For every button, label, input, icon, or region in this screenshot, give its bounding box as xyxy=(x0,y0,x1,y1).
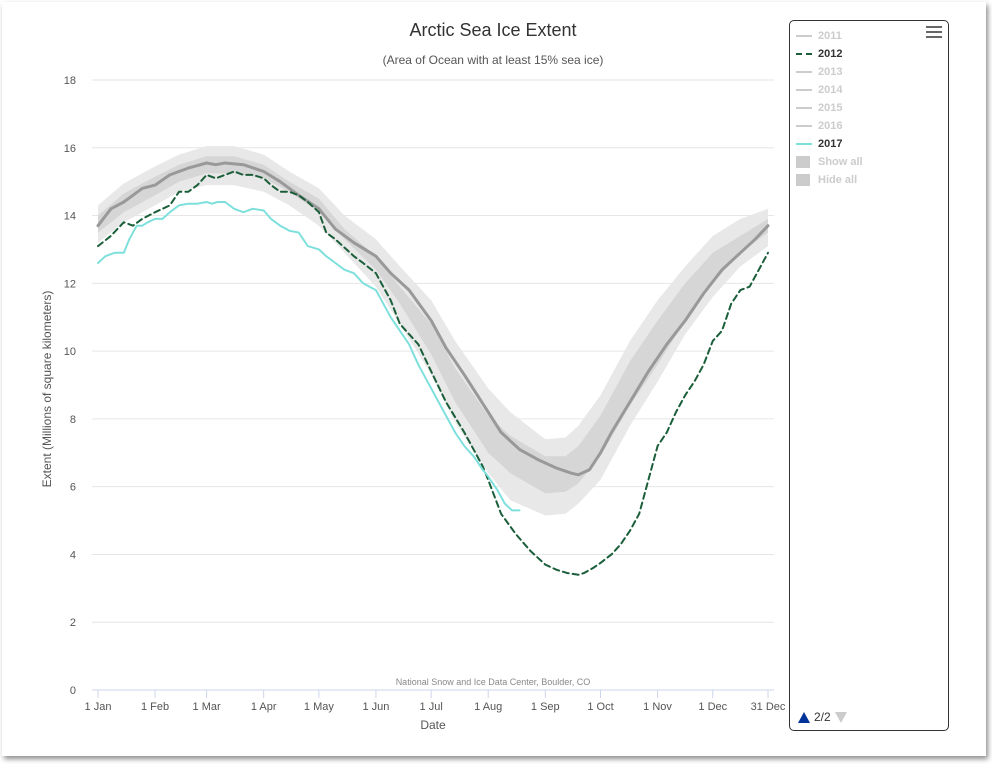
chart-subtitle: (Area of Ocean with at least 15% sea ice… xyxy=(383,53,604,67)
series-line-2017[interactable] xyxy=(97,201,521,512)
series-line-2012[interactable] xyxy=(97,170,769,576)
y-tick-label: 14 xyxy=(64,211,76,223)
legend-swatch xyxy=(796,125,812,127)
x-tick-label: 1 Jun xyxy=(362,701,389,713)
x-axis: 1 Jan 1 Feb 1 Mar 1 Apr 1 May 1 Jun 1 Jul 1 Aug… xyxy=(85,689,786,713)
chart-credit[interactable]: National Snow and Ice Data Center, Bould… xyxy=(396,677,591,687)
x-tick-label: 1 Jul xyxy=(420,701,443,713)
legend-item-2013[interactable]: 2013 xyxy=(796,63,863,81)
y-tick-label: 6 xyxy=(70,482,76,494)
y-tick-label: 12 xyxy=(64,278,76,290)
legend-item-2017[interactable]: 2017 xyxy=(796,135,863,153)
x-tick-label: 31 Dec xyxy=(751,701,786,713)
y-tick-label: 18 xyxy=(64,75,76,87)
y-tick-label: 4 xyxy=(70,549,76,561)
grid-lines xyxy=(92,79,774,691)
legend-swatch xyxy=(796,143,812,145)
y-axis-title: Extent (Millions of square kilometers) xyxy=(40,291,54,488)
legend-pager: 2/2 xyxy=(798,710,847,724)
legend-swatch xyxy=(796,107,812,109)
x-tick-label: 1 Apr xyxy=(251,701,277,713)
x-tick-label: 1 Mar xyxy=(193,701,221,713)
x-axis-title: Date xyxy=(420,718,446,732)
legend-label: Hide all xyxy=(818,174,858,186)
legend-label: 2011 xyxy=(818,30,842,42)
legend-label: 2014 xyxy=(818,84,843,96)
pager-down-arrow-icon xyxy=(834,711,847,723)
legend-item-2014[interactable]: 2014 xyxy=(796,81,863,99)
y-axis: 0 2 4 6 8 10 12 14 16 18 xyxy=(64,75,76,697)
x-tick-label: 1 Dec xyxy=(698,701,727,713)
legend-item-2015[interactable]: 2015 xyxy=(796,99,863,117)
legend-label: 2013 xyxy=(818,66,843,78)
legend-swatch xyxy=(796,53,812,55)
legend-label: 2016 xyxy=(818,120,843,132)
x-tick-label: 1 Jan xyxy=(85,701,112,713)
legend-item-2011[interactable]: 2011 xyxy=(796,27,863,45)
show-all-button[interactable]: Show all xyxy=(796,153,863,171)
series-lines xyxy=(96,161,770,576)
legend-item-2012[interactable]: 2012 xyxy=(796,45,863,63)
legend-box-icon xyxy=(796,174,810,186)
legend-panel: 2011 2012 2013 2014 2015 2016 2017 Show all Hide… xyxy=(789,20,949,731)
legend-label: 2012 xyxy=(818,48,843,60)
legend-swatch xyxy=(796,89,812,91)
legend-label: 2017 xyxy=(818,138,843,150)
x-tick-label: 1 Feb xyxy=(141,701,169,713)
legend-item-2016[interactable]: 2016 xyxy=(796,117,863,135)
y-tick-label: 8 xyxy=(70,414,76,426)
chart-canvas: Arctic Sea Ice Extent (Area of Ocean wit… xyxy=(40,20,786,732)
hide-all-button[interactable]: Hide all xyxy=(796,171,863,189)
y-tick-label: 0 xyxy=(70,685,76,697)
x-tick-label: 1 Aug xyxy=(474,701,502,713)
y-tick-label: 2 xyxy=(70,617,76,629)
legend-swatch xyxy=(796,35,812,37)
legend-swatch xyxy=(796,71,812,73)
y-tick-label: 16 xyxy=(64,143,76,155)
y-tick-label: 10 xyxy=(64,346,76,358)
range-bands xyxy=(98,146,768,516)
chart-title: Arctic Sea Ice Extent xyxy=(409,20,576,40)
series-line-median[interactable] xyxy=(96,161,770,477)
pager-text: 2/2 xyxy=(814,710,831,724)
legend-label: 2015 xyxy=(818,102,843,114)
hamburger-menu-icon[interactable] xyxy=(926,26,942,40)
legend-label: Show all xyxy=(818,156,863,168)
x-tick-label: 1 Sep xyxy=(531,701,560,713)
x-tick-label: 1 May xyxy=(304,701,334,713)
legend-items: 2011 2012 2013 2014 2015 2016 2017 Show all Hide… xyxy=(796,27,863,189)
x-tick-label: 1 Nov xyxy=(643,701,672,713)
legend-box-icon xyxy=(796,156,810,168)
pager-up-arrow-icon[interactable] xyxy=(798,711,810,723)
x-tick-label: 1 Oct xyxy=(587,701,613,713)
